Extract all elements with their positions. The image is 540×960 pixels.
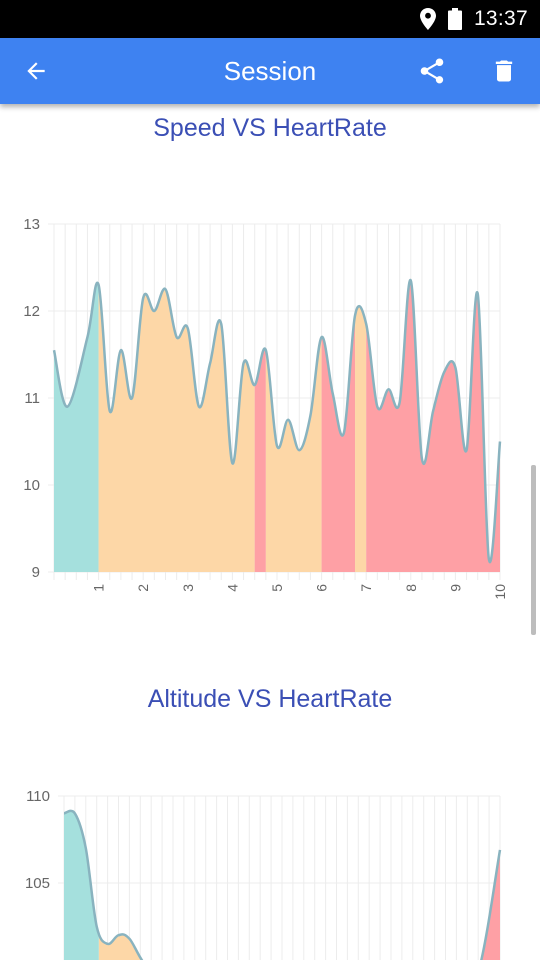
zone-area-red: [366, 280, 500, 572]
x-tick-label: 4: [224, 584, 240, 592]
share-button[interactable]: [408, 47, 456, 95]
scrollbar[interactable]: [531, 465, 536, 635]
altitude-heartrate-chart: 105 110: [25, 788, 502, 960]
session-content[interactable]: Speed VS HeartRate 9 10 11 12 13 1 2 3 4 5 6 7 8 9 10 …: [0, 104, 540, 960]
zone-area-orange: [265, 337, 322, 572]
zone-area-red: [254, 348, 266, 572]
trash-icon: [495, 60, 513, 82]
back-button[interactable]: [12, 47, 60, 95]
chart-title-altitude: Altitude VS HeartRate: [147, 685, 393, 713]
status-bar: 13:37: [0, 0, 540, 38]
series-line: [52, 279, 502, 564]
y-tick-label: 110: [26, 788, 50, 805]
x-tick-label: 6: [314, 584, 330, 592]
zone-area-teal: [54, 282, 99, 572]
status-time: 13:37: [473, 7, 528, 30]
y-tick-label: 11: [24, 390, 40, 407]
x-tick-label: 8: [403, 584, 419, 592]
status-icons: 13:37: [419, 0, 528, 38]
delete-button[interactable]: [480, 47, 528, 95]
zone-area-teal: [64, 810, 99, 960]
share-icon: [420, 58, 444, 84]
y-tick-label: 9: [32, 564, 40, 581]
x-tick-label: 7: [358, 584, 374, 592]
zone-area-orange: [98, 934, 483, 960]
x-tick-label: 2: [135, 584, 151, 592]
arrow-back-icon: [27, 62, 45, 80]
y-tick-label: 12: [23, 303, 40, 320]
battery-icon: [447, 8, 462, 30]
y-tick-label: 13: [23, 216, 40, 233]
x-tick-label: 9: [447, 584, 463, 592]
location-icon: [419, 8, 436, 30]
x-tick-label: 1: [91, 584, 107, 592]
zone-area-orange: [355, 306, 367, 572]
page-title: Session: [223, 56, 317, 86]
x-tick-label: 3: [180, 584, 196, 592]
y-tick-label: 10: [23, 477, 40, 494]
x-tick-label: 5: [269, 584, 285, 592]
y-tick-label: 105: [25, 875, 50, 892]
x-tick-label: 10: [492, 584, 508, 600]
app-bar: Session: [0, 38, 540, 104]
chart-title-speed: Speed VS HeartRate: [153, 114, 387, 142]
series-line: [63, 809, 502, 960]
